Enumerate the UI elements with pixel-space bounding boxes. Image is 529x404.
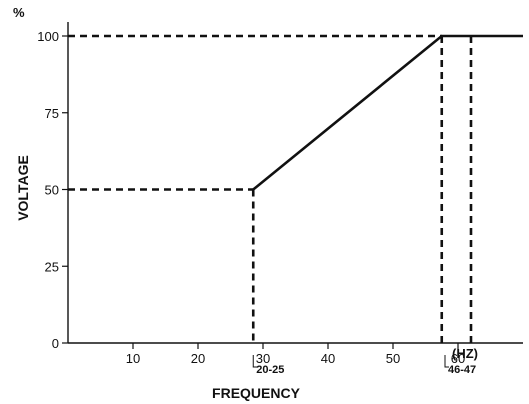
y-tick-label: 25: [45, 259, 59, 274]
x-tick-label: 50: [386, 351, 400, 366]
voltage-curve-line: [252, 34, 523, 191]
x-axis-title: FREQUENCY: [212, 385, 301, 401]
x-tick-label: 30: [256, 351, 270, 366]
y-axis-title: VOLTAGE: [15, 155, 31, 221]
annotation-label: 20-25: [256, 364, 284, 376]
y-tick-label: 0: [52, 336, 59, 351]
guide-lines: [68, 34, 473, 343]
x-tick-label: 40: [321, 351, 335, 366]
axes: [62, 22, 523, 349]
x-tick-label: 10: [126, 351, 140, 366]
tick-labels: 0 25 50 75 100 10 20 30 40 50 60: [37, 29, 465, 366]
y-tick-label: 50: [45, 183, 59, 198]
y-tick-label: 100: [37, 29, 59, 44]
y-unit-label: %: [13, 5, 25, 20]
annotation-bracket: [444, 355, 449, 368]
annotation-bracket: [252, 355, 258, 368]
x-tick-label: 60: [451, 351, 465, 366]
annotations: 20-25 46-47: [252, 355, 476, 376]
series-lines: [252, 34, 523, 191]
x-tick-label: 20: [191, 351, 205, 366]
annotation-label: 46-47: [448, 364, 476, 376]
x-unit-label: (HZ): [452, 346, 478, 361]
y-tick-label: 75: [45, 106, 59, 121]
